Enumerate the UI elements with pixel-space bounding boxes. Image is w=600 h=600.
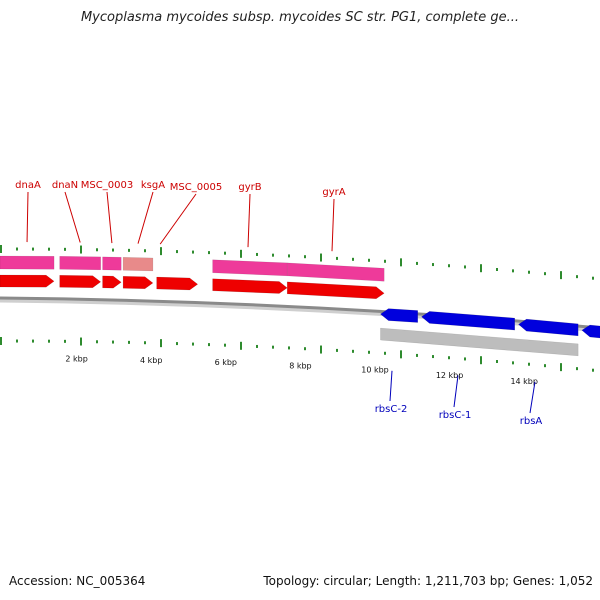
forward-cds-block[interactable] — [102, 256, 122, 271]
forward-cds-block[interactable] — [122, 257, 154, 272]
gene-label-gyrb[interactable]: gyrB — [238, 182, 261, 193]
map-title: Mycoplasma mycoides subsp. mycoides SC s… — [80, 10, 520, 25]
scale-label: 12 kbp — [436, 371, 464, 380]
label-leader-rbsa — [529, 381, 536, 414]
forward-cds-block[interactable] — [212, 259, 288, 277]
label-leader-rbsc-1 — [453, 375, 459, 408]
label-leader-gyrb — [247, 193, 251, 248]
reverse-gene-track — [380, 308, 600, 340]
scale-label: 2 kbp — [65, 354, 87, 363]
forward-cds-block[interactable] — [59, 256, 101, 271]
scale-label: 10 kbp — [361, 366, 389, 375]
forward-gene-track — [0, 274, 385, 300]
gene-arrow-rbsc-2[interactable] — [380, 308, 419, 323]
gene-label-gyra[interactable]: gyrA — [322, 187, 345, 198]
genome-summary-text: Topology: circular; Length: 1,211,703 bp… — [263, 574, 593, 588]
forward-cds-block[interactable] — [0, 255, 55, 270]
accession-text: Accession: NC_005364 — [9, 574, 146, 588]
gene-arrow-rbsa[interactable] — [518, 318, 579, 337]
scale-label: 14 kbp — [510, 377, 538, 386]
gene-arrow-ksga[interactable] — [122, 276, 154, 290]
genome-backbone-group — [0, 296, 600, 333]
forward-cds-block[interactable] — [286, 262, 385, 282]
label-leader-dnaa — [26, 191, 29, 243]
gene-arrow-dnan[interactable] — [59, 275, 102, 288]
gene-label-rbsc-1[interactable]: rbsC-1 — [439, 410, 472, 421]
tick-row-bottom — [0, 337, 594, 372]
reverse-cds-block[interactable] — [380, 327, 579, 357]
gene-arrow-msc-0003[interactable] — [102, 275, 122, 289]
gene-arrow-unnamed[interactable] — [581, 324, 600, 340]
gene-label-rbsa[interactable]: rbsA — [520, 416, 543, 427]
label-leader-msc-0005 — [159, 193, 197, 245]
gene-label-rbsc-2[interactable]: rbsC-2 — [375, 404, 408, 415]
gene-label-dnaa[interactable]: dnaA — [15, 180, 41, 191]
scale-label: 6 kbp — [215, 358, 237, 367]
gene-arrow-gyra[interactable] — [286, 281, 385, 300]
genome-backbone — [0, 296, 600, 330]
tick-row-top — [0, 245, 594, 280]
reverse-cds-track — [380, 327, 579, 357]
gene-arrow-dnaa[interactable] — [0, 274, 55, 288]
gene-arrow-gyrb[interactable] — [212, 278, 288, 294]
gene-label-msc-0003[interactable]: MSC_0003 — [81, 180, 133, 191]
genome-backbone-shadow — [0, 297, 600, 333]
label-leader-dnan — [64, 191, 81, 243]
gene-label-ksga[interactable]: ksgA — [141, 180, 165, 191]
gene-label-msc-0005[interactable]: MSC_0005 — [170, 182, 222, 193]
gene-label-dnan[interactable]: dnaN — [52, 180, 78, 191]
label-leader-msc-0003 — [106, 191, 113, 244]
label-leader-gyra — [331, 198, 335, 252]
label-leader-ksga — [137, 191, 154, 244]
scale-label-group: 2 kbp 4 kbp 6 kbp 8 kbp 10 kbp 12 kbp 14 kbp — [65, 354, 538, 385]
gene-arrow-rbsc-1[interactable] — [421, 311, 515, 331]
scale-label: 4 kbp — [140, 356, 162, 365]
scale-label: 8 kbp — [289, 362, 311, 371]
reverse-gene-labels: rbsC-2 rbsC-1 rbsA — [375, 370, 543, 427]
forward-gene-labels: dnaA dnaN MSC_0003 ksgA MSC_0005 gyrB gyrA — [15, 180, 346, 252]
forward-cds-track — [0, 255, 385, 282]
label-leader-rbsc-2 — [389, 370, 393, 402]
gene-arrow-msc-0005[interactable] — [156, 276, 199, 291]
